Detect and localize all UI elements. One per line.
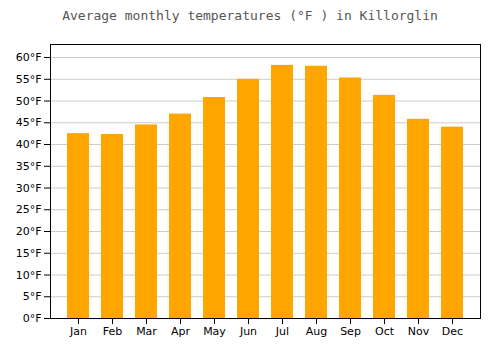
svg-text:Aug: Aug <box>306 325 327 338</box>
svg-text:40°F: 40°F <box>16 138 42 151</box>
svg-text:15°F: 15°F <box>16 247 42 260</box>
svg-text:30°F: 30°F <box>16 182 42 195</box>
svg-text:Jun: Jun <box>239 325 257 338</box>
svg-text:35°F: 35°F <box>16 160 42 173</box>
svg-text:Feb: Feb <box>103 325 122 338</box>
svg-text:Jul: Jul <box>275 325 289 338</box>
svg-text:Nov: Nov <box>408 325 430 338</box>
svg-text:45°F: 45°F <box>16 116 42 129</box>
svg-text:5°F: 5°F <box>23 290 42 303</box>
svg-text:0°F: 0°F <box>23 312 42 325</box>
svg-text:50°F: 50°F <box>16 95 42 108</box>
svg-text:60°F: 60°F <box>16 51 42 64</box>
svg-text:25°F: 25°F <box>16 203 42 216</box>
svg-text:Sep: Sep <box>340 325 361 338</box>
svg-text:Mar: Mar <box>136 325 157 338</box>
svg-text:Jan: Jan <box>69 325 87 338</box>
html-text:Average monthly temperatures (: Average monthly temperatures (°F ) in Ki… <box>62 8 438 23</box>
svg-text:Apr: Apr <box>171 325 191 338</box>
svg-text:May: May <box>203 325 226 338</box>
svg-text:Dec: Dec <box>442 325 463 338</box>
svg-text:Oct: Oct <box>375 325 395 338</box>
svg-text:55°F: 55°F <box>16 73 42 86</box>
svg-text:20°F: 20°F <box>16 225 42 238</box>
svg-text:10°F: 10°F <box>16 269 42 282</box>
